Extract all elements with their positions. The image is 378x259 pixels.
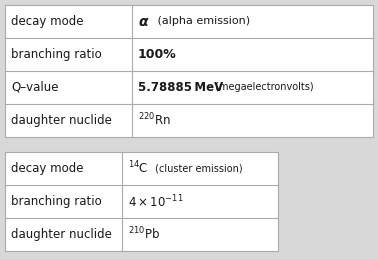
Bar	[5, 152, 278, 251]
Bar	[5, 5, 373, 137]
Text: (cluster emission): (cluster emission)	[152, 163, 243, 174]
Text: 100%: 100%	[138, 48, 177, 61]
Text: branching ratio: branching ratio	[11, 195, 102, 208]
Text: $^{210}$Pb: $^{210}$Pb	[129, 226, 161, 243]
Text: $^{14}$C: $^{14}$C	[129, 160, 149, 177]
Text: (megaelectronvolts): (megaelectronvolts)	[212, 83, 314, 92]
Text: $^{220}$Rn: $^{220}$Rn	[138, 112, 171, 129]
Text: $4\times10^{-11}$: $4\times10^{-11}$	[129, 193, 184, 210]
Text: 5.78885 MeV: 5.78885 MeV	[138, 81, 223, 94]
Text: decay mode: decay mode	[11, 162, 84, 175]
Text: decay mode: decay mode	[11, 15, 84, 28]
Text: (alpha emission): (alpha emission)	[154, 17, 250, 26]
Text: Q–value: Q–value	[11, 81, 59, 94]
Text: daughter nuclide: daughter nuclide	[11, 114, 112, 127]
Text: branching ratio: branching ratio	[11, 48, 102, 61]
Text: daughter nuclide: daughter nuclide	[11, 228, 112, 241]
Text: $\boldsymbol{\alpha}$: $\boldsymbol{\alpha}$	[138, 15, 150, 28]
